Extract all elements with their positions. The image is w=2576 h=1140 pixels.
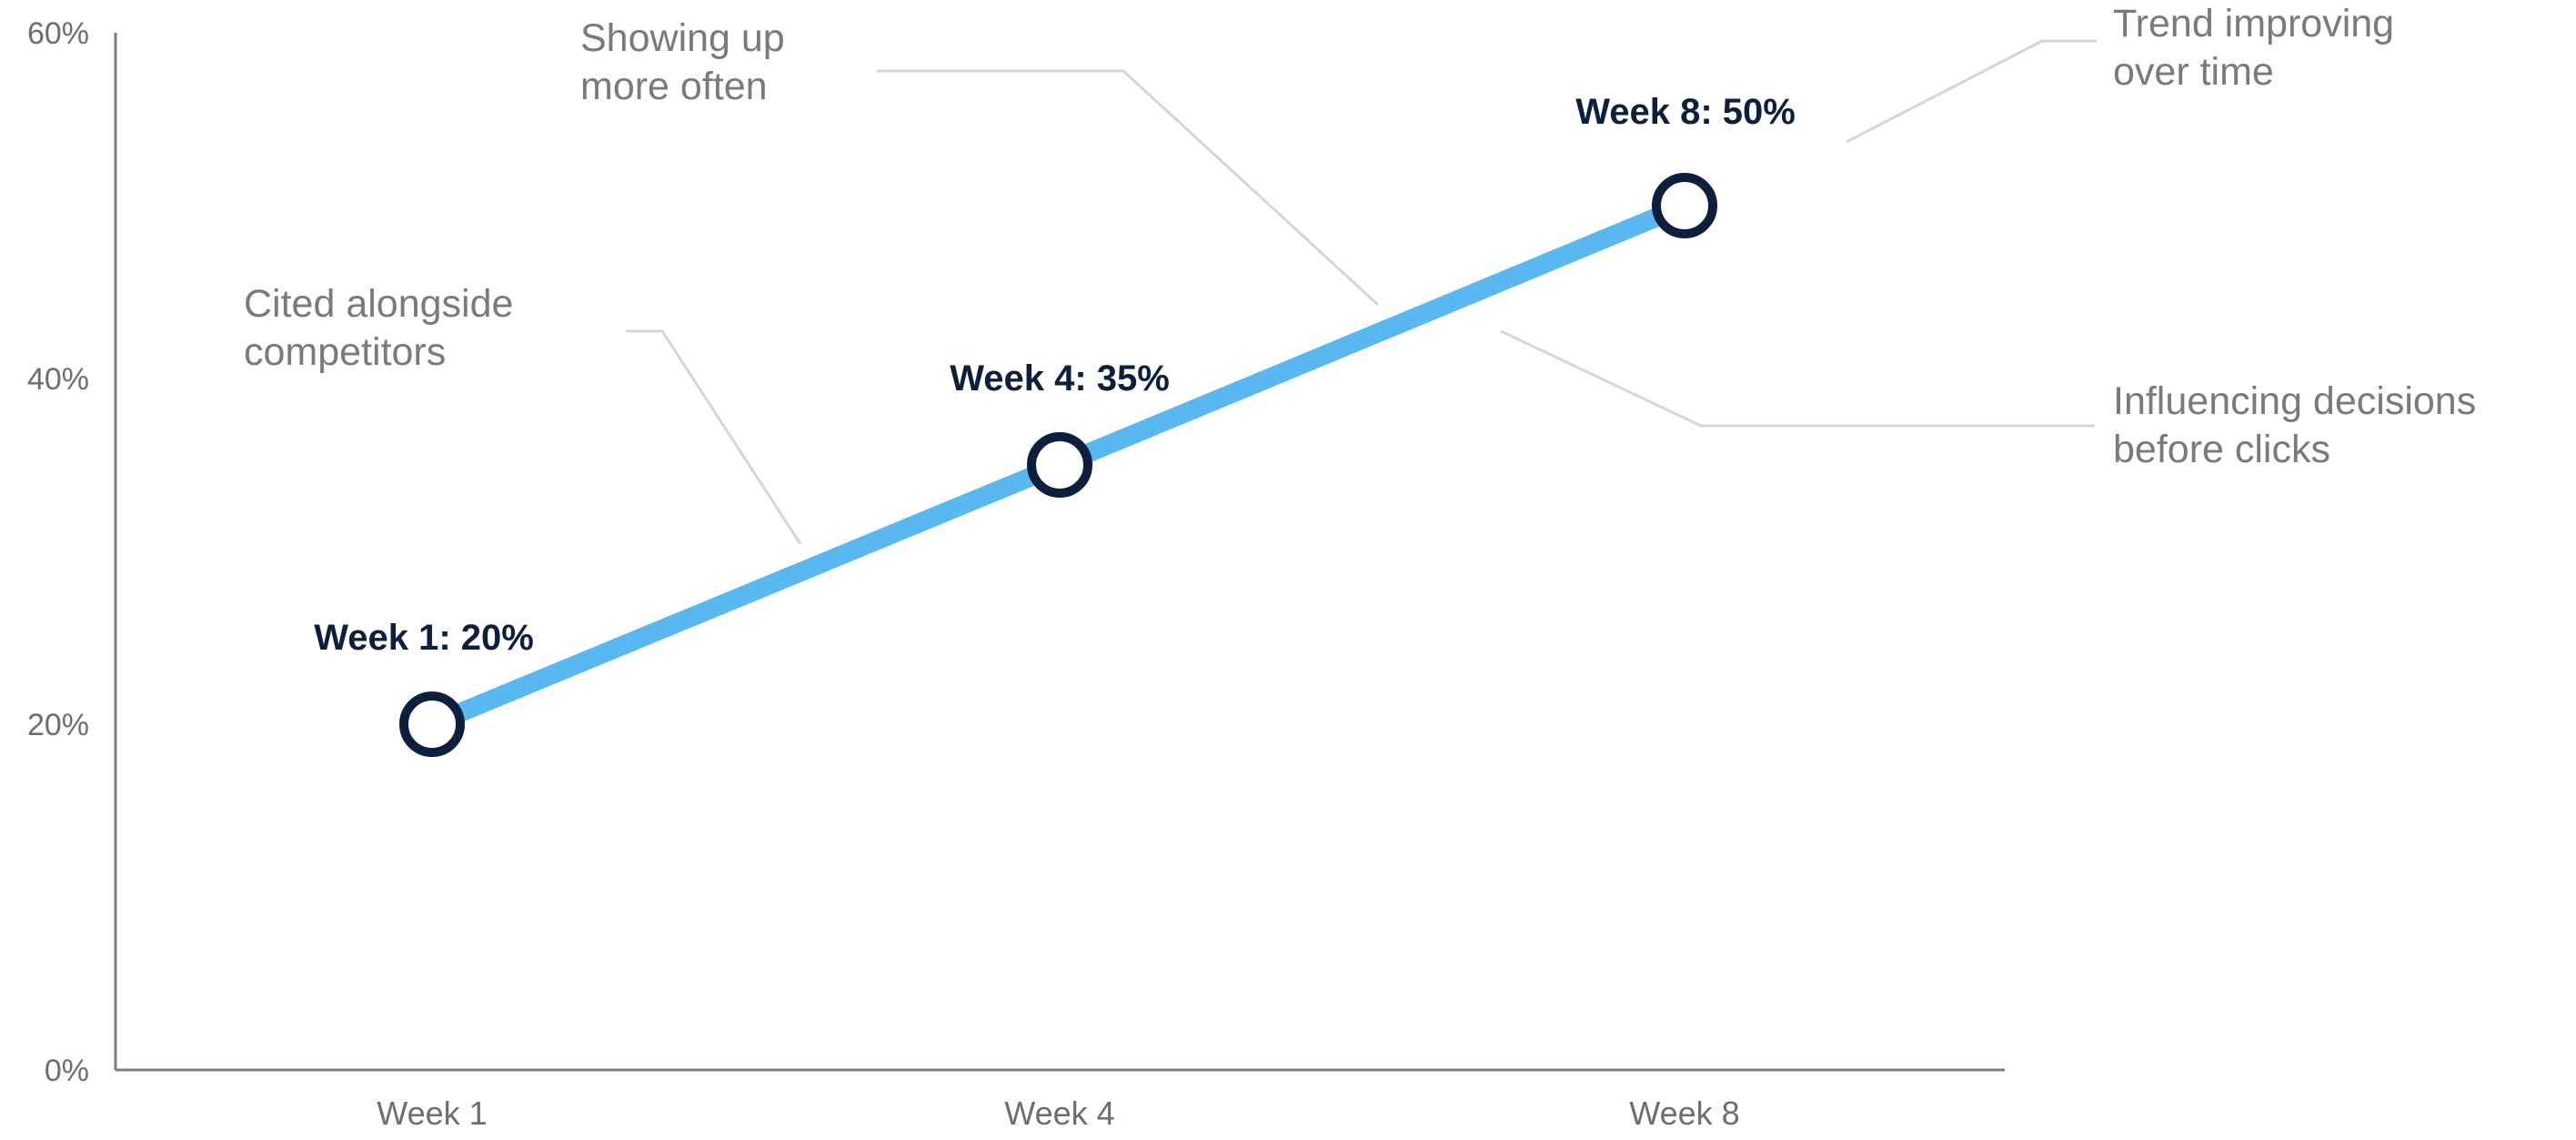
x-tick-label: Week 8 xyxy=(1629,1095,1739,1132)
annotation-leader-line xyxy=(877,69,1380,307)
data-point-marker xyxy=(1027,432,1092,498)
x-tick-label: Week 1 xyxy=(377,1095,487,1132)
x-tick-labels: Week 1 Week 4 Week 8 xyxy=(377,1095,1739,1132)
y-tick-label: 40% xyxy=(27,362,89,397)
annotation-leader-line xyxy=(1846,39,2097,144)
annotations: Cited alongside competitors Showing up more… xyxy=(244,2,2476,471)
annotation-leader-line xyxy=(1500,329,2095,428)
annotation-text: Trend improving over time xyxy=(2113,2,2394,94)
annotation-line: Trend improving xyxy=(2113,2,2394,45)
series-line-segment xyxy=(428,456,1064,733)
y-tick-labels: 0% 20% 40% 60% xyxy=(27,16,89,1088)
y-tick-label: 0% xyxy=(45,1054,89,1088)
annotation-line: Showing up xyxy=(580,16,785,60)
data-markers xyxy=(399,173,1717,757)
annotation-leader-line xyxy=(626,329,802,545)
annotation-line: Cited alongside xyxy=(244,282,513,326)
annotation-line: before clicks xyxy=(2113,428,2330,471)
annotation-text: Influencing decisions before clicks xyxy=(2113,379,2476,471)
point-label: Week 8: 50% xyxy=(1575,92,1796,132)
axes xyxy=(114,33,2005,1072)
data-point-marker xyxy=(399,691,465,757)
x-tick-label: Week 4 xyxy=(1004,1095,1114,1132)
annotation-leader-lines xyxy=(626,39,2097,545)
annotation-line: over time xyxy=(2113,50,2274,94)
series-line-segment xyxy=(1055,197,1689,474)
annotation-line: Influencing decisions xyxy=(2113,379,2476,423)
point-label: Week 1: 20% xyxy=(314,618,534,658)
y-tick-label: 20% xyxy=(27,708,89,742)
annotation-text: Showing up more often xyxy=(580,16,785,108)
series xyxy=(428,197,1689,733)
point-labels: Week 1: 20% Week 4: 35% Week 8: 50% xyxy=(314,92,1796,658)
point-label: Week 4: 35% xyxy=(950,358,1170,398)
data-point-marker xyxy=(1652,173,1717,238)
annotation-line: competitors xyxy=(244,330,446,374)
annotation-text: Cited alongside competitors xyxy=(244,282,513,374)
annotation-line: more often xyxy=(580,65,768,108)
y-tick-label: 60% xyxy=(27,16,89,51)
